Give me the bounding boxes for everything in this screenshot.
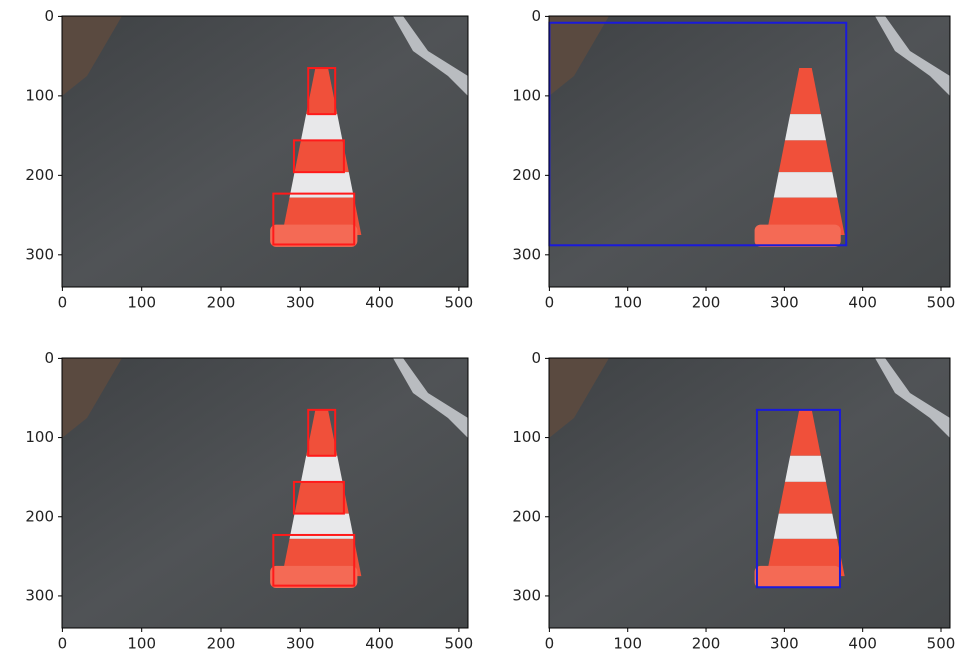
photo-road <box>549 16 950 287</box>
x-tick-label: 400 <box>365 635 394 653</box>
y-tick-label: 300 <box>512 245 541 263</box>
x-tick-label: 500 <box>445 294 474 312</box>
y-tick-label: 100 <box>25 86 54 104</box>
x-tick-label: 300 <box>286 294 315 312</box>
y-tick-label: 0 <box>531 7 541 25</box>
y-tick-label: 300 <box>25 586 54 604</box>
y-tick-label: 100 <box>512 86 541 104</box>
x-tick-label: 400 <box>365 294 394 312</box>
x-tick-label: 500 <box>927 635 956 653</box>
x-tick-label: 500 <box>445 635 474 653</box>
photo-cone-part <box>301 456 343 482</box>
x-tick-label: 300 <box>286 635 315 653</box>
photo-cone-part <box>774 514 838 539</box>
x-tick-label: 200 <box>207 635 236 653</box>
y-tick-label: 200 <box>512 166 541 184</box>
y-tick-label: 200 <box>512 507 541 525</box>
y-tick-label: 0 <box>44 7 54 25</box>
photo-cone-part <box>785 456 826 482</box>
photo-cone-part <box>779 140 833 172</box>
x-tick-label: 200 <box>692 635 721 653</box>
photo-cone-base <box>755 225 841 247</box>
photo-cone-part <box>779 482 833 514</box>
x-tick-label: 500 <box>927 294 956 312</box>
x-tick-label: 0 <box>58 635 68 653</box>
y-tick-label: 100 <box>25 428 54 446</box>
figure: 0 100 200 300 400 500 0 100 200 300 0 100 200 300 400 5… <box>0 0 969 664</box>
photo-road <box>549 358 950 628</box>
x-tick-label: 0 <box>545 294 555 312</box>
x-tick-label: 300 <box>770 294 799 312</box>
x-tick-label: 100 <box>613 294 642 312</box>
x-tick-label: 100 <box>613 635 642 653</box>
x-tick-label: 0 <box>58 294 68 312</box>
photo-cone-part <box>295 482 349 514</box>
x-tick-label: 400 <box>848 635 877 653</box>
photo-cone-part <box>301 114 343 140</box>
subplot: 0 100 200 300 400 500 0 100 200 300 <box>512 7 955 312</box>
x-tick-label: 200 <box>692 294 721 312</box>
photo-cone-part <box>295 140 349 172</box>
y-tick-label: 200 <box>25 507 54 525</box>
x-tick-label: 100 <box>127 294 156 312</box>
subplot: 0 100 200 300 400 500 0 100 200 300 <box>512 349 955 653</box>
page: {"chart_data": [ {"type": "image", "xlim… <box>0 0 969 668</box>
y-tick-label: 300 <box>512 586 541 604</box>
x-tick-label: 0 <box>545 635 555 653</box>
y-tick-label: 300 <box>25 245 54 263</box>
subplot: 0 100 200 300 400 500 0 100 200 300 <box>25 7 473 312</box>
y-tick-label: 100 <box>512 428 541 446</box>
y-tick-label: 200 <box>25 166 54 184</box>
y-tick-label: 0 <box>44 349 54 367</box>
photo-road <box>62 16 468 287</box>
photo-cone-base <box>755 566 841 588</box>
x-tick-label: 300 <box>770 635 799 653</box>
x-tick-label: 200 <box>207 294 236 312</box>
photo-road <box>62 358 468 628</box>
y-tick-label: 0 <box>531 349 541 367</box>
x-tick-label: 100 <box>127 635 156 653</box>
photo-cone-part <box>774 172 838 197</box>
x-tick-label: 400 <box>848 294 877 312</box>
subplot: 0 100 200 300 400 500 0 100 200 300 <box>25 349 473 653</box>
photo-cone-part <box>785 114 826 140</box>
